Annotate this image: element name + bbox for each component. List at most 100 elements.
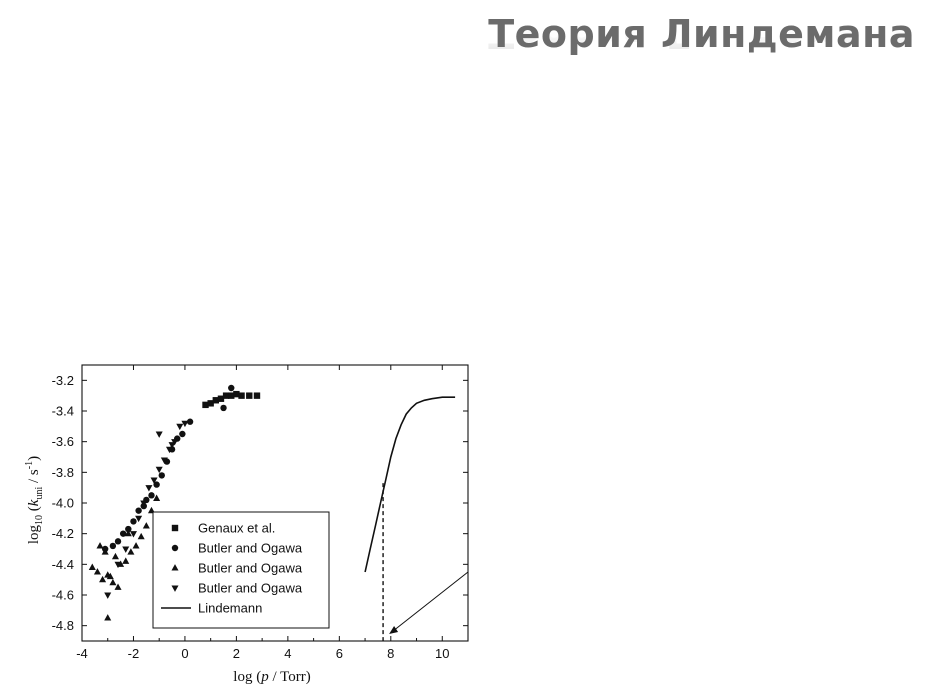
series-layer [88, 384, 456, 621]
data-point-circle [153, 481, 160, 488]
series-0 [202, 390, 261, 409]
data-point-triangle-down [145, 485, 153, 492]
legend: Genaux et al. Butler and Ogawa Butler and … [152, 511, 330, 629]
data-point-triangle-up [132, 542, 140, 549]
data-point-triangle-up [124, 529, 132, 537]
x-axis-label: log (p / Torr) [233, 669, 310, 685]
series-4 [364, 396, 456, 573]
data-point-triangle-down [176, 423, 184, 431]
arrow-head [389, 626, 399, 634]
data-point-circle [114, 538, 122, 545]
series-3 [104, 420, 189, 599]
data-point-square [202, 401, 209, 409]
data-point-triangle-down [122, 546, 130, 553]
legend-label: Lindemann [198, 601, 262, 616]
axis-ticks [81, 365, 468, 641]
x-tick-label: 6 [336, 646, 343, 661]
x-axis-label-part-1: log ( [233, 669, 261, 685]
legend-marker-square [171, 524, 179, 532]
data-point-square [222, 392, 230, 399]
arrow-line [392, 571, 469, 632]
data-point-triangle-up [88, 563, 96, 570]
x-tick-label: 0 [181, 646, 188, 661]
legend-label: Butler and Ogawa [198, 541, 303, 556]
data-point-circle [135, 507, 142, 514]
data-point-triangle-down [165, 446, 174, 454]
data-point-square [212, 397, 220, 404]
lindemann-curve [364, 396, 456, 573]
data-point-triangle-up [122, 557, 130, 564]
data-point-triangle-up [106, 572, 114, 580]
y-axis-label-part-2: 10 [34, 515, 45, 525]
legend-marker-triangle-up [171, 564, 179, 571]
data-point-triangle-down [104, 592, 112, 599]
x-axis-label-part-3: / Torr) [269, 669, 311, 685]
data-point-triangle-down [168, 442, 176, 449]
data-point-square [246, 392, 253, 399]
y-tick-label: -3.6 [52, 434, 74, 449]
y-tick-label: -4.4 [52, 557, 74, 572]
y-axis-label: log10 (kuni / s-1) [24, 456, 45, 544]
y-tick-label: -4.6 [52, 588, 74, 603]
data-point-triangle-up [96, 542, 104, 549]
data-point-square [253, 392, 261, 399]
legend-label: Butler and Ogawa [198, 561, 303, 576]
data-point-circle [158, 472, 165, 479]
data-point-square [228, 392, 235, 399]
y-tick-label: -3.2 [52, 373, 74, 388]
y-axis-label-part-3: ( [26, 506, 42, 515]
data-point-triangle-up [101, 548, 109, 555]
data-point-circle [148, 492, 155, 499]
legend-label: Butler and Ogawa [198, 581, 303, 596]
tick-labels: -4 -2 0 2 4 6 8 10 -4.8 -4.6 -4.4 -4.2 -4.0 -3.8 -3.6 -… [52, 373, 450, 661]
x-tick-label: -2 [128, 646, 140, 661]
x-tick-label: 8 [387, 646, 394, 661]
y-axis-label-part-8: ) [26, 456, 42, 461]
data-point-circle [130, 518, 137, 525]
y-axis-label-part-4: k [26, 499, 42, 506]
y-axis-label-part-6: / s [26, 469, 42, 487]
data-point-circle [179, 430, 186, 438]
y-tick-label: -3.8 [52, 465, 74, 480]
data-point-triangle-up [111, 552, 119, 560]
x-axis-label-part-2: p [260, 669, 269, 685]
legend-label: Genaux et al. [198, 521, 275, 536]
data-point-circle [109, 542, 117, 550]
x-tick-label: -4 [76, 646, 88, 661]
data-point-square [217, 395, 225, 402]
data-point-triangle-down [150, 477, 158, 484]
data-point-triangle-down [155, 466, 163, 474]
data-point-triangle-down [160, 457, 168, 464]
data-point-triangle-down [140, 500, 148, 507]
data-point-triangle-up [104, 614, 112, 621]
data-point-triangle-up [109, 578, 117, 586]
data-point-triangle-up [153, 494, 161, 501]
data-point-circle [125, 525, 132, 533]
legend-marker-circle [171, 544, 179, 552]
data-point-triangle-up [127, 548, 135, 555]
data-point-square [238, 392, 245, 399]
data-point-circle [228, 384, 235, 392]
data-point-square [207, 400, 214, 407]
series-2 [88, 494, 161, 621]
x-tick-label: 4 [284, 646, 291, 661]
legend-marker-triangle-down [171, 585, 179, 592]
data-point-triangle-down [155, 431, 163, 438]
data-point-square [233, 390, 240, 398]
data-point-circle [119, 530, 127, 537]
data-point-circle [220, 404, 227, 412]
y-tick-label: -4.8 [52, 618, 74, 633]
data-point-triangle-down [135, 515, 143, 523]
x-tick-label: 10 [435, 646, 449, 661]
x-tick-label: 2 [233, 646, 240, 661]
data-point-triangle-up [137, 532, 145, 540]
data-point-triangle-up [93, 568, 101, 575]
data-point-triangle-up [142, 522, 150, 529]
y-axis-label-part-5: uni [34, 487, 45, 500]
data-point-triangle-down [129, 531, 137, 538]
annotation-layer [382, 483, 469, 641]
y-tick-label: -4.0 [52, 496, 74, 511]
series-1 [101, 384, 235, 553]
data-point-triangle-down [114, 561, 122, 569]
